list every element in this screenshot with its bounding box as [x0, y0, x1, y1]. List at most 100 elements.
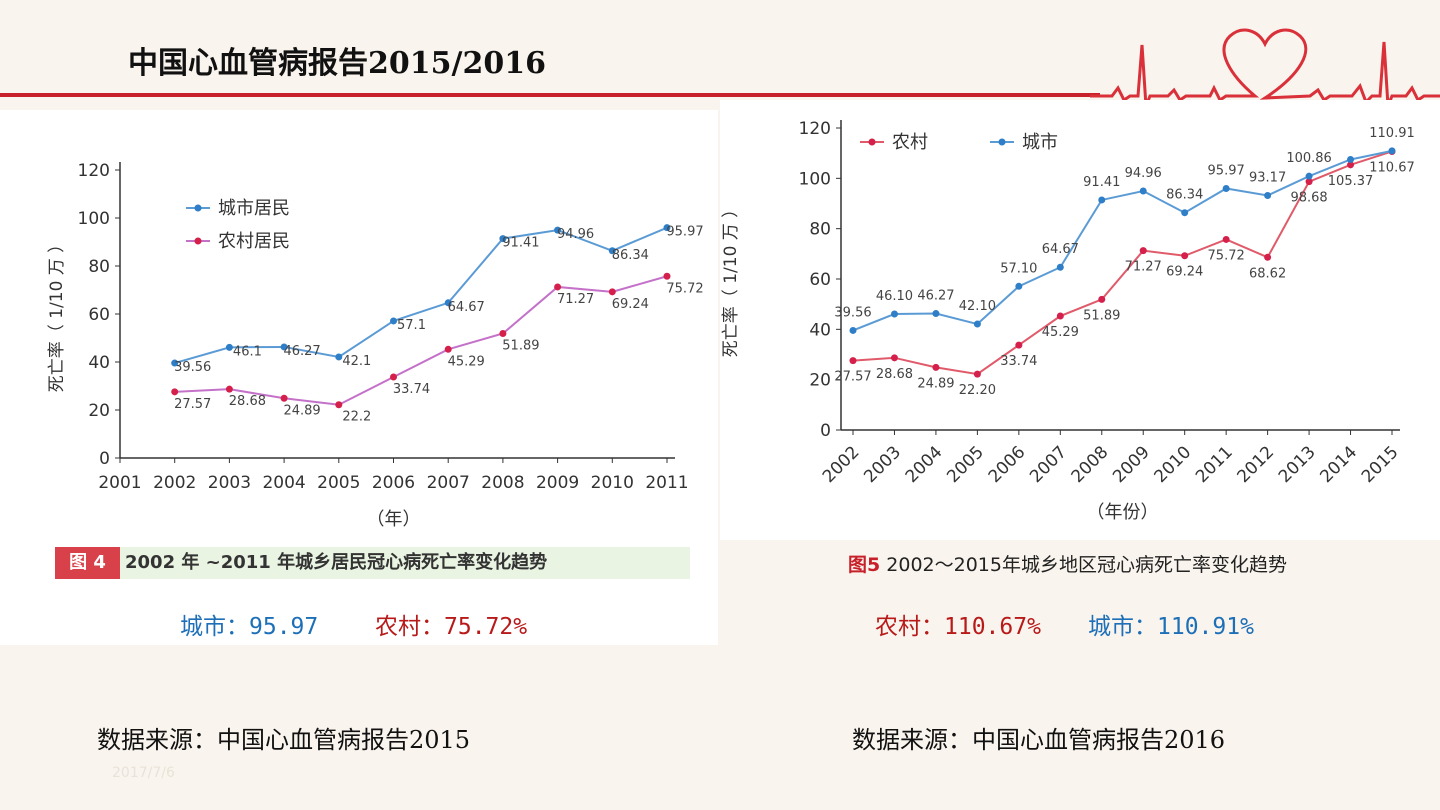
data-label: 46.10	[876, 289, 913, 304]
fig5-panel: 0 20 40 60 80 100 120 2002 2003 2004 2005 2006 2007 2…	[720, 100, 1440, 540]
data-point	[1015, 341, 1023, 349]
data-point	[849, 357, 857, 365]
data-point	[663, 272, 671, 280]
data-point	[499, 329, 507, 337]
x-tick-label: 2005	[943, 442, 988, 487]
data-point	[444, 299, 452, 307]
legend-label: 城市	[1022, 132, 1058, 153]
right-city-value: 城市：110.91%	[1088, 614, 1254, 640]
data-label: 75.72	[1208, 248, 1245, 263]
data-label: 95.97	[666, 225, 703, 240]
y-tick-label: 120	[799, 119, 831, 139]
data-label: 28.68	[876, 367, 913, 382]
data-point	[1056, 312, 1064, 320]
title-rule	[0, 93, 1100, 97]
data-label: 57.10	[1000, 261, 1037, 276]
data-label: 68.62	[1249, 266, 1286, 281]
data-point	[932, 310, 940, 318]
x-tick-label: 2006	[985, 442, 1030, 487]
fig5-caption-text: 2002～2015年城乡地区冠心病死亡率变化趋势	[880, 554, 1287, 576]
data-label: 33.74	[393, 382, 430, 397]
fig5-chart: 0204060801001202002200320042005200620072…	[721, 119, 1415, 523]
data-point	[280, 394, 288, 402]
data-label: 28.68	[229, 394, 266, 409]
y-tick-label: 100	[78, 209, 110, 229]
x-tick-label: 2010	[591, 473, 634, 493]
data-label: 24.89	[917, 376, 954, 391]
data-label: 98.68	[1290, 191, 1327, 206]
fig4-chart: 0 20 40 60 80 100 120 2001 2002 2003 2004 2005 2006 2…	[47, 161, 704, 530]
x-tick-label: 2015	[1358, 442, 1403, 487]
data-label: 51.89	[1083, 308, 1120, 323]
fig5-caption: 图5 2002～2015年城乡地区冠心病死亡率变化趋势	[848, 550, 1287, 577]
data-label: 91.41	[1083, 175, 1120, 190]
data-point	[973, 370, 981, 378]
x-tick-label: 2007	[427, 473, 470, 493]
data-point	[932, 363, 940, 371]
fig4-caption-text: 2002 年 ~2011 年城乡居民冠心病死亡率变化趋势	[125, 552, 548, 573]
x-tick-label: 2008	[481, 473, 524, 493]
data-label: 69.24	[1166, 265, 1203, 280]
legend-marker	[998, 138, 1006, 146]
x-tick-label: 2002	[153, 473, 196, 493]
data-point	[1181, 209, 1189, 217]
data-label: 110.67	[1369, 160, 1415, 175]
data-point	[608, 247, 616, 255]
left-rural-value: 农村：75.72%	[375, 614, 528, 640]
y-axis-title: 死亡率（ 1/10 万 ）	[721, 201, 741, 357]
data-label: 33.74	[1000, 354, 1037, 369]
data-label: 27.57	[174, 397, 211, 412]
data-label: 24.89	[283, 403, 320, 418]
data-point	[1264, 192, 1272, 200]
y-tick-label: 40	[88, 353, 110, 373]
source-left: 数据来源：中国心血管病报告2015	[97, 726, 471, 754]
right-rural-value: 农村：110.67%	[875, 614, 1041, 640]
data-point	[171, 359, 179, 367]
x-tick-label: 2004	[902, 442, 947, 487]
x-tick-label: 2004	[262, 473, 305, 493]
x-tick-label: 2009	[536, 473, 579, 493]
data-label: 91.41	[502, 236, 539, 251]
x-tick-label: 2002	[819, 442, 864, 487]
x-tick-label: 2011	[1192, 442, 1237, 487]
left-city-value: 城市：95.97	[180, 614, 319, 640]
data-label: 22.20	[959, 383, 996, 398]
y-tick-label: 20	[809, 371, 831, 391]
data-point	[1222, 184, 1230, 192]
data-label: 42.1	[342, 354, 371, 369]
data-label: 86.34	[612, 248, 649, 263]
x-axis-title: （年）	[367, 509, 421, 530]
data-point	[499, 235, 507, 243]
data-point	[1388, 147, 1396, 155]
data-point	[444, 345, 452, 353]
series-line	[174, 275, 668, 406]
data-point	[663, 224, 671, 232]
x-axis-title: （年份）	[1087, 502, 1159, 523]
data-point	[890, 354, 898, 362]
data-label: 93.17	[1249, 171, 1286, 186]
x-tick-label: 2009	[1109, 442, 1154, 487]
data-label: 51.89	[502, 338, 539, 353]
data-point	[225, 343, 233, 351]
heartbeat-heart-icon	[1090, 28, 1440, 107]
data-point	[335, 353, 343, 361]
data-label: 100.86	[1286, 151, 1332, 166]
x-tick-label: 2007	[1026, 442, 1071, 487]
data-label: 105.37	[1328, 174, 1374, 189]
y-tick-label: 0	[99, 449, 110, 469]
data-label: 86.34	[1166, 188, 1203, 203]
x-tick-label: 2001	[98, 473, 141, 493]
data-label: 27.57	[834, 370, 871, 385]
data-point	[1098, 196, 1106, 204]
y-tick-label: 60	[88, 305, 110, 325]
fig4-caption: 图 4 2002 年 ~2011 年城乡居民冠心病死亡率变化趋势	[55, 547, 690, 579]
legend-marker	[194, 237, 202, 245]
data-label: 22.2	[342, 410, 371, 425]
legend-label: 农村	[892, 132, 928, 153]
data-label: 71.27	[1125, 260, 1162, 275]
data-point	[890, 310, 898, 318]
x-tick-label: 2014	[1316, 442, 1361, 487]
y-tick-label: 100	[799, 169, 831, 189]
data-label: 45.29	[448, 354, 485, 369]
data-label: 46.1	[233, 344, 262, 359]
